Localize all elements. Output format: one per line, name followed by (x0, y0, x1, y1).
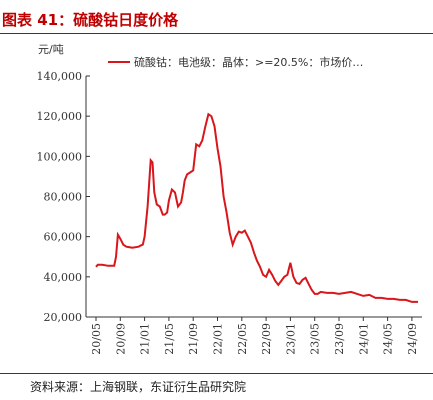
line-chart: 20,000 40,000 60,000 80,000 100,000 120,000 14… (37, 43, 422, 355)
x-tick-label: 24/09 (406, 323, 419, 355)
x-tick-labels: 20/05 20/09 21/01 21/05 21/09 22/01 22/05 22/09… (90, 323, 419, 355)
x-tick-label: 24/05 (382, 323, 395, 355)
x-tick-label: 20/05 (90, 323, 103, 355)
chart-axes (85, 75, 422, 321)
y-tick-label: 100,000 (37, 150, 83, 163)
source-divider (0, 373, 433, 374)
x-tick-label: 22/09 (260, 323, 273, 355)
x-tick-label: 21/05 (163, 323, 176, 355)
x-tick-label: 23/05 (309, 323, 322, 355)
y-tick-label: 60,000 (44, 231, 83, 244)
y-tick-label: 80,000 (44, 191, 83, 204)
x-tick-label: 23/01 (284, 323, 297, 355)
x-tick-label: 24/01 (357, 323, 370, 355)
x-tick-label: 22/01 (212, 323, 225, 355)
y-tick-label: 120,000 (37, 110, 83, 123)
x-tick-label: 22/05 (236, 323, 249, 355)
chart-title: 图表 41：硫酸钴日度价格 (2, 11, 179, 29)
source-note: 资料来源：上海钢联，东证衍生品研究院 (30, 380, 247, 394)
x-tick-label: 23/09 (333, 323, 346, 355)
series-line (95, 112, 418, 303)
y-tick-label: 40,000 (44, 271, 83, 284)
y-axis-unit-label: 元/吨 (38, 43, 64, 56)
y-tick-label: 140,000 (37, 70, 83, 83)
x-tick-label: 21/01 (139, 323, 152, 355)
x-tick-label: 21/09 (187, 323, 200, 355)
chart-legend: 硫酸钴：电池级：晶体：>=20.5%：市场价… (108, 55, 363, 69)
title-divider (0, 33, 433, 34)
y-tick-label: 20,000 (44, 311, 83, 324)
x-tick-label: 20/09 (114, 323, 127, 355)
y-tick-labels: 20,000 40,000 60,000 80,000 100,000 120,000 14… (37, 70, 83, 324)
legend-label: 硫酸钴：电池级：晶体：>=20.5%：市场价… (134, 55, 363, 69)
